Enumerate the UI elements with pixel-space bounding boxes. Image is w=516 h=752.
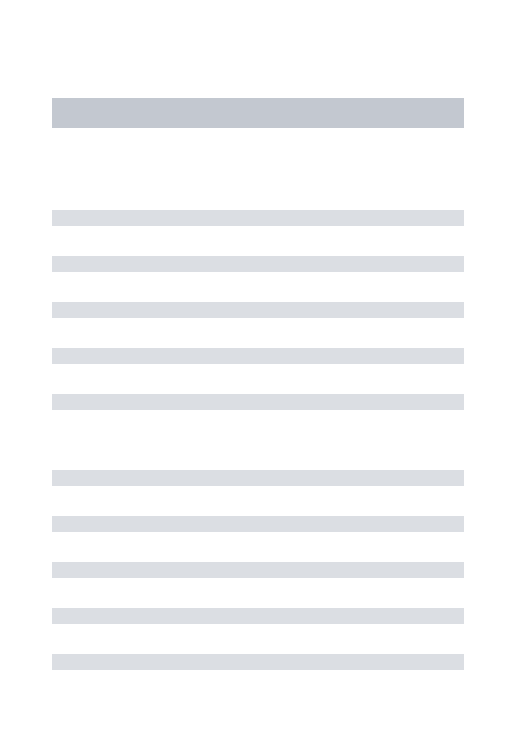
skeleton-group-1 — [52, 210, 464, 410]
skeleton-line — [52, 516, 464, 532]
skeleton-line — [52, 348, 464, 364]
skeleton-container — [0, 0, 516, 752]
skeleton-line — [52, 394, 464, 410]
group-gap — [52, 440, 464, 470]
skeleton-line — [52, 608, 464, 624]
skeleton-line — [52, 562, 464, 578]
skeleton-line — [52, 256, 464, 272]
skeleton-line — [52, 654, 464, 670]
skeleton-line — [52, 470, 464, 486]
title-skeleton-bar — [52, 98, 464, 128]
skeleton-line — [52, 302, 464, 318]
skeleton-line — [52, 210, 464, 226]
skeleton-group-2 — [52, 470, 464, 670]
